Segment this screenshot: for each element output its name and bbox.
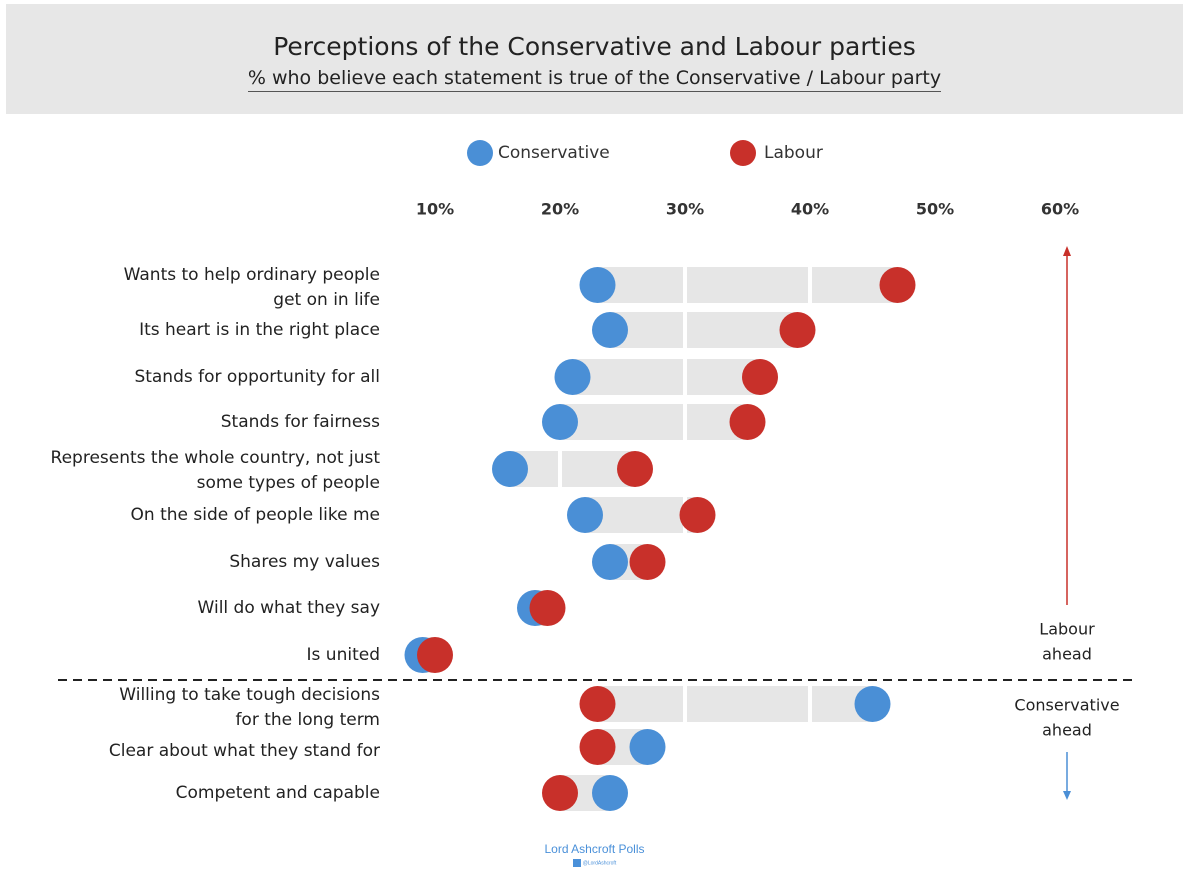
conservative-ahead-label: Conservative bbox=[1014, 696, 1119, 715]
row-label: Competent and capable bbox=[176, 783, 380, 803]
dot-conservative bbox=[629, 729, 666, 765]
dot-conservative bbox=[567, 497, 603, 533]
chart-title: Perceptions of the Conservative and Labo… bbox=[273, 32, 916, 61]
range-bar bbox=[510, 451, 635, 487]
dot-labour bbox=[417, 637, 453, 673]
legend-marker-conservative bbox=[467, 140, 493, 166]
labour-arrow-head bbox=[1063, 246, 1071, 256]
source-handle: @LordAshcroft bbox=[0, 859, 1189, 867]
x-tick-label: 40% bbox=[791, 200, 829, 219]
x-tick-label: 10% bbox=[416, 200, 454, 219]
conservative-ahead-label: ahead bbox=[1042, 721, 1092, 740]
dot-labour bbox=[542, 775, 578, 811]
x-tick-label: 60% bbox=[1041, 200, 1079, 219]
range-bar bbox=[597, 686, 873, 722]
x-tick-label: 20% bbox=[541, 200, 579, 219]
dot-conservative bbox=[492, 451, 528, 487]
row-label: Clear about what they stand for bbox=[109, 741, 380, 761]
dot-conservative bbox=[854, 686, 891, 722]
dot-conservative bbox=[592, 312, 628, 348]
dot-labour bbox=[617, 451, 653, 487]
conservative-arrow-head bbox=[1063, 791, 1071, 800]
source-credit: Lord Ashcroft Polls bbox=[544, 842, 645, 856]
row-label: Shares my values bbox=[229, 552, 380, 572]
dot-conservative bbox=[592, 775, 628, 811]
row-label: Stands for fairness bbox=[221, 412, 380, 432]
row-label: Will do what they say bbox=[198, 598, 380, 618]
range-bar bbox=[585, 497, 698, 533]
row-label: Stands for opportunity for all bbox=[134, 367, 380, 387]
dot-labour bbox=[629, 544, 666, 580]
row-label: some types of people bbox=[197, 473, 380, 493]
dot-labour bbox=[742, 359, 778, 395]
row-label: Willing to take tough decisions bbox=[119, 685, 380, 705]
legend-marker-labour bbox=[730, 140, 756, 166]
row-label: Represents the whole country, not just bbox=[51, 448, 381, 468]
row-label: Its heart is in the right place bbox=[139, 320, 380, 340]
labour-ahead-label: Labour bbox=[1039, 620, 1095, 639]
dot-labour bbox=[529, 590, 566, 626]
x-tick-label: 30% bbox=[666, 200, 704, 219]
labour-ahead-label: ahead bbox=[1042, 645, 1092, 664]
range-bar bbox=[572, 359, 760, 395]
chart-header: Perceptions of the Conservative and Labo… bbox=[6, 4, 1183, 114]
twitter-icon bbox=[572, 859, 581, 867]
row-label: Is united bbox=[307, 645, 380, 665]
dot-labour bbox=[579, 729, 616, 765]
source-handle-text: @LordAshcroft bbox=[582, 860, 617, 867]
dot-conservative bbox=[542, 404, 578, 440]
row-label: On the side of people like me bbox=[131, 505, 380, 525]
range-bar bbox=[610, 312, 798, 348]
dot-labour bbox=[729, 404, 766, 440]
row-label: for the long term bbox=[235, 710, 380, 730]
dot-labour bbox=[579, 686, 616, 722]
legend-label-labour: Labour bbox=[764, 143, 823, 163]
range-bar bbox=[560, 404, 748, 440]
row-label: Wants to help ordinary people bbox=[124, 265, 380, 285]
dot-labour bbox=[779, 312, 816, 348]
legend-label-conservative: Conservative bbox=[498, 143, 610, 163]
x-tick-label: 50% bbox=[916, 200, 954, 219]
chart-subtitle: % who believe each statement is true of … bbox=[247, 67, 942, 92]
dot-conservative bbox=[554, 359, 591, 395]
dot-labour bbox=[679, 497, 716, 533]
dot-labour bbox=[879, 267, 916, 303]
row-label: get on in life bbox=[273, 290, 380, 310]
range-bar bbox=[597, 267, 898, 303]
dot-conservative bbox=[579, 267, 616, 303]
dot-conservative bbox=[592, 544, 628, 580]
